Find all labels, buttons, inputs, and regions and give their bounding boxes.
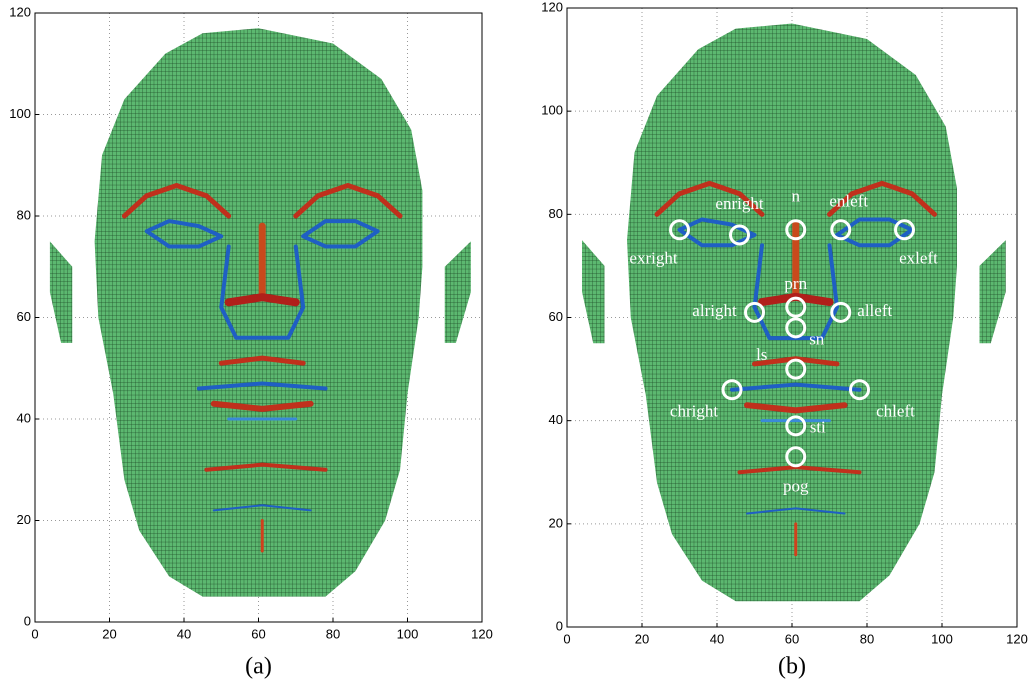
axes-frame [566,7,1018,628]
landmark-label: enright [715,194,763,213]
face-feature [827,180,937,217]
face-feature [144,219,224,249]
x-tick-label: 80 [860,631,874,646]
landmark [785,358,807,380]
landmark [785,317,807,339]
y-tick-label: 120 [541,0,563,14]
landmark-label: ls [756,345,767,364]
y-tick-label: 0 [556,618,563,633]
x-tick-label: 120 [1006,631,1028,646]
face-feature [654,180,765,217]
face-feature [196,381,328,391]
landmark [785,219,807,241]
x-tick-label: 0 [563,631,570,646]
landmark-label: prn [784,274,807,293]
landmark [830,301,852,323]
head-mesh [979,240,1006,344]
landmark [830,219,852,241]
face-feature [219,244,306,340]
y-tick-label: 80 [17,207,31,222]
y-tick-label: 40 [17,410,31,425]
plot: 0 20 40 60 80 100 120 0 20 40 60 80 100 120 exright enr… [541,0,1028,680]
face-feature [746,507,846,515]
y-tick-label: 60 [17,309,31,324]
caption: (a) [245,654,272,680]
landmark [669,219,690,241]
head-mesh [49,241,73,343]
x-tick-label: 40 [710,631,724,646]
face-feature [218,355,306,366]
y-tick-label: 80 [549,206,563,221]
face-feature [677,217,757,248]
head-mesh [444,241,471,343]
head-mesh [582,240,605,344]
landmark-label: exleft [899,249,938,268]
landmark-label: sti [810,418,826,437]
landmark-label: chright [670,402,718,421]
x-tick-label: 100 [931,631,953,646]
landmark-label: sn [809,330,825,349]
landmark-label: exright [629,249,677,268]
x-tick-label: 120 [471,626,493,641]
y-tick-label: 20 [17,512,31,527]
axes-frame [34,12,483,623]
face-feature [224,293,300,307]
landmark-label: enleft [829,192,868,211]
face-feature [293,183,403,219]
landmark-label: chleft [876,402,915,421]
landmark [785,296,807,318]
x-tick-label: 20 [102,626,116,641]
landmark [729,224,750,246]
face-feature [301,219,380,249]
y-tick-label: 20 [549,515,563,530]
landmark [744,301,765,323]
x-tick-label: 20 [635,631,649,646]
landmark-label: n [792,187,801,206]
y-tick-label: 0 [24,613,31,628]
x-tick-label: 0 [31,626,38,641]
y-tick-label: 120 [9,4,31,19]
landmark [785,446,807,468]
y-tick-label: 100 [541,103,563,118]
x-tick-label: 40 [177,626,191,641]
x-tick-label: 80 [326,626,340,641]
face-feature [744,402,848,414]
head-mesh [94,28,423,597]
landmark [721,379,743,401]
landmark [785,415,807,437]
face-feature [204,462,328,472]
x-tick-label: 100 [397,626,419,641]
y-tick-label: 40 [549,412,563,427]
caption: (b) [778,654,806,680]
landmark-label: pog [783,477,809,496]
y-tick-label: 100 [9,106,31,121]
landmark [849,379,870,401]
landmark-label: alright [692,301,737,320]
head-mesh [627,23,957,602]
landmark [894,219,915,241]
y-tick-label: 60 [549,309,563,324]
x-tick-label: 60 [785,631,799,646]
face-feature [210,400,314,412]
landmark-label: alleft [857,301,892,320]
x-tick-label: 60 [251,626,265,641]
face-feature [121,183,232,219]
plot: 0 20 40 60 80 100 120 0 20 40 60 80 100 120 (a) [9,4,493,679]
face-feature [212,504,312,512]
face-feature [730,382,862,392]
